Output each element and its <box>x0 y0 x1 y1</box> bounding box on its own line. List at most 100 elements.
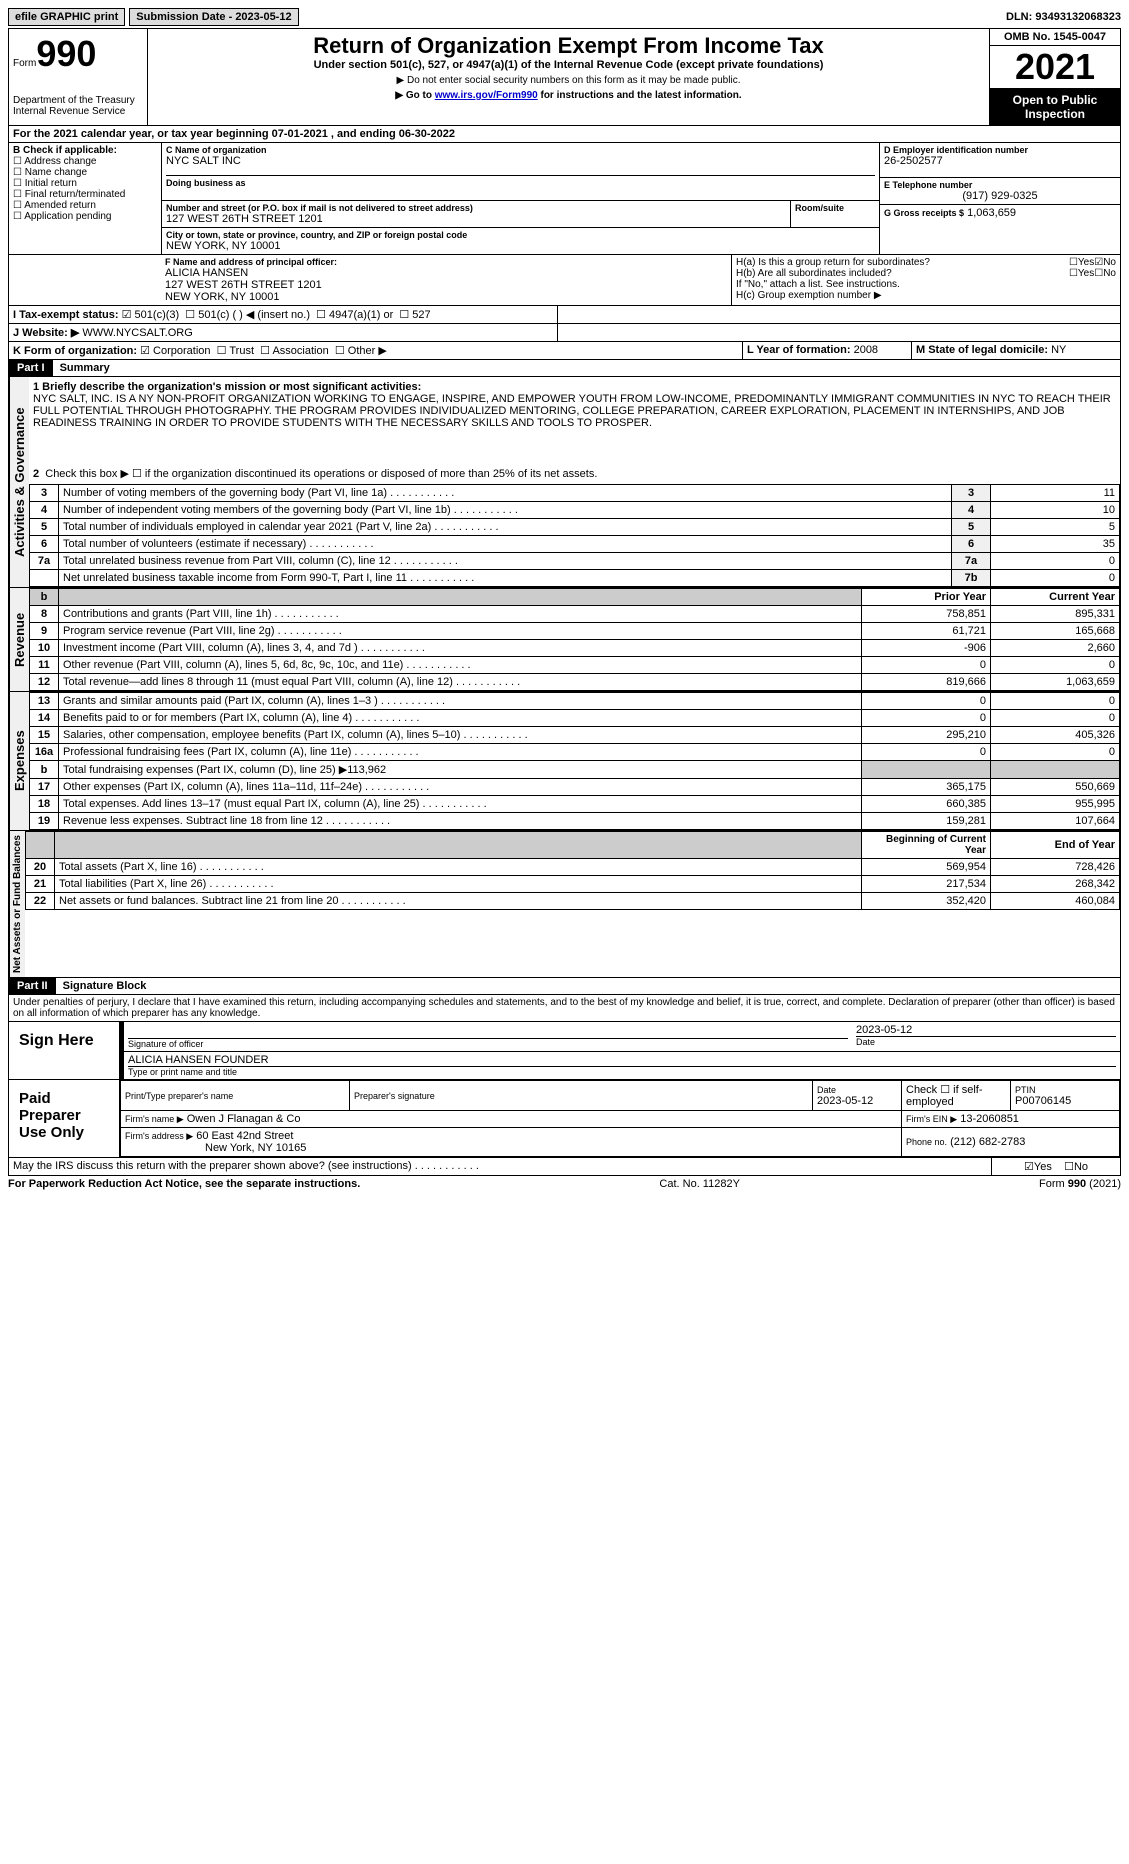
prep-sig-label: Preparer's signature <box>354 1091 808 1101</box>
ha-label: H(a) Is this a group return for subordin… <box>736 257 1069 268</box>
chk-app: Application pending <box>24 211 111 222</box>
officer-block: F Name and address of principal officer:… <box>8 255 1121 306</box>
prep-name-label: Print/Type preparer's name <box>125 1091 345 1101</box>
efile-button[interactable]: efile GRAPHIC print <box>8 8 125 26</box>
part2-name: Signature Block <box>59 978 151 994</box>
sign-here-label: Sign Here <box>9 1022 120 1079</box>
check-amended[interactable]: ☐ Amended return <box>13 200 157 211</box>
governance-label: Activities & Governance <box>9 377 29 587</box>
hb-label: H(b) Are all subordinates included? <box>736 268 1069 279</box>
officer-name: ALICIA HANSEN <box>165 267 727 279</box>
org-name-label: C Name of organization <box>166 145 875 155</box>
phone-label: E Telephone number <box>884 180 1116 190</box>
chk-final: Final return/terminated <box>25 189 126 200</box>
tax-year: 2021 <box>990 46 1120 89</box>
ein-label: D Employer identification number <box>884 145 1116 155</box>
website-row: J Website: ▶ WWW.NYCSALT.ORG <box>8 324 1121 342</box>
hc-label: H(c) Group exemption number ▶ <box>736 290 1116 301</box>
hb-yes[interactable]: ☐Yes <box>1069 268 1094 279</box>
org-name: NYC SALT INC <box>166 155 875 167</box>
room-label: Room/suite <box>795 203 875 213</box>
expenses-table: 13Grants and similar amounts paid (Part … <box>29 692 1120 830</box>
footer: For Paperwork Reduction Act Notice, see … <box>8 1178 1121 1190</box>
phone-value: (917) 929-0325 <box>884 190 1116 202</box>
table-row: 15Salaries, other compensation, employee… <box>30 727 1120 744</box>
form-number: Form 990 <box>13 33 143 75</box>
box-j-label: J Website: ▶ <box>13 327 79 339</box>
revenue-table: bPrior YearCurrent Year8Contributions an… <box>29 588 1120 691</box>
net-label: Net Assets or Fund Balances <box>9 831 25 977</box>
check-initial-return[interactable]: ☐ Initial return <box>13 178 157 189</box>
opt-other: Other ▶ <box>348 345 387 357</box>
part2-title: Part II <box>9 978 56 994</box>
chk-4947[interactable]: ☐ 4947(a)(1) or <box>316 309 393 321</box>
table-row: 3Number of voting members of the governi… <box>30 485 1120 502</box>
chk-501c3[interactable]: ☑ 501(c)(3) <box>122 309 180 321</box>
opt-501c3: 501(c)(3) <box>135 309 180 321</box>
check-final-return[interactable]: ☐ Final return/terminated <box>13 189 157 200</box>
net-table: Beginning of Current YearEnd of Year20To… <box>25 831 1120 910</box>
ha-no[interactable]: ☑No <box>1094 257 1116 268</box>
receipts-value: 1,063,659 <box>967 207 1016 219</box>
box-f: F Name and address of principal officer:… <box>161 255 732 305</box>
chk-527[interactable]: ☐ 527 <box>399 309 430 321</box>
may-irs-no[interactable]: ☐No <box>1064 1161 1088 1173</box>
expenses-section: Expenses 13Grants and similar amounts pa… <box>8 692 1121 831</box>
paid-preparer-label: Paid Preparer Use Only <box>9 1080 120 1157</box>
irs-link[interactable]: www.irs.gov/Form990 <box>435 90 538 101</box>
table-row: 16aProfessional fundraising fees (Part I… <box>30 744 1120 761</box>
box-i-label: I Tax-exempt status: <box>13 309 119 321</box>
addr-label: Number and street (or P.O. box if mail i… <box>166 203 786 213</box>
chk-other[interactable]: ☐ Other ▶ <box>335 345 387 357</box>
check-application[interactable]: ☐ Application pending <box>13 211 157 222</box>
opt-trust: Trust <box>229 345 254 357</box>
check-name-change[interactable]: ☐ Name change <box>13 167 157 178</box>
officer-label: F Name and address of principal officer: <box>165 257 727 267</box>
chk-corp[interactable]: ☑ Corporation <box>140 345 210 357</box>
officer-addr1: 127 WEST 26TH STREET 1201 <box>165 279 727 291</box>
opt-501c: 501(c) ( ) ◀ (insert no.) <box>198 309 310 321</box>
yes-label: Yes <box>1034 1161 1052 1173</box>
sign-here-block: Sign Here Signature of officer 2023-05-1… <box>8 1022 1121 1080</box>
part1-title: Part I <box>9 360 53 376</box>
org-info-block: B Check if applicable: ☐ Address change … <box>8 143 1121 255</box>
check-self-employed[interactable]: Check ☐ if self-employed <box>902 1081 1011 1111</box>
firm-name-label: Firm's name ▶ <box>125 1114 184 1124</box>
type-name-label: Type or print name and title <box>128 1066 1116 1077</box>
table-row: 14Benefits paid to or for members (Part … <box>30 710 1120 727</box>
chk-501c[interactable]: ☐ 501(c) ( ) ◀ (insert no.) <box>185 309 310 321</box>
submission-button[interactable]: Submission Date - 2023-05-12 <box>129 8 298 26</box>
line-a: For the 2021 calendar year, or tax year … <box>8 126 1121 143</box>
check-address-change[interactable]: ☐ Address change <box>13 156 157 167</box>
line2-text: Check this box ▶ ☐ if the organization d… <box>45 468 597 480</box>
table-row: 5Total number of individuals employed in… <box>30 519 1120 536</box>
table-row: bTotal fundraising expenses (Part IX, co… <box>30 761 1120 779</box>
website-value: WWW.NYCSALT.ORG <box>82 327 192 339</box>
ha-yes[interactable]: ☐Yes <box>1069 257 1094 268</box>
chk-trust[interactable]: ☐ Trust <box>217 345 254 357</box>
dba-label: Doing business as <box>166 175 875 188</box>
table-header-row: Beginning of Current YearEnd of Year <box>26 832 1120 859</box>
form-title: Return of Organization Exempt From Incom… <box>152 33 985 59</box>
chk-assoc[interactable]: ☐ Association <box>260 345 329 357</box>
chk-init: Initial return <box>25 178 77 189</box>
formation-year: 2008 <box>854 344 878 356</box>
box-m-label: M State of legal domicile: <box>916 344 1048 356</box>
domicile-state: NY <box>1051 344 1066 356</box>
table-row: 7aTotal unrelated business revenue from … <box>30 553 1120 570</box>
firm-phone-label: Phone no. <box>906 1137 947 1147</box>
firm-addr-label: Firm's address ▶ <box>125 1131 193 1141</box>
firm-addr1: 60 East 42nd Street <box>196 1130 293 1142</box>
note-ssn: ▶ Do not enter social security numbers o… <box>152 75 985 86</box>
chk-amend: Amended return <box>24 200 96 211</box>
table-row: 12Total revenue—add lines 8 through 11 (… <box>30 674 1120 691</box>
footer-right-post: (2021) <box>1086 1178 1121 1190</box>
hb-no[interactable]: ☐No <box>1094 268 1116 279</box>
officer-addr2: NEW YORK, NY 10001 <box>165 291 727 303</box>
governance-section: Activities & Governance 1 Briefly descri… <box>8 377 1121 588</box>
may-irs-yes[interactable]: ☑Yes <box>1024 1161 1052 1173</box>
opt-assoc: Association <box>272 345 328 357</box>
box-l-label: L Year of formation: <box>747 344 851 356</box>
box-b: B Check if applicable: ☐ Address change … <box>9 143 162 254</box>
mission-label: 1 Briefly describe the organization's mi… <box>33 381 1116 393</box>
